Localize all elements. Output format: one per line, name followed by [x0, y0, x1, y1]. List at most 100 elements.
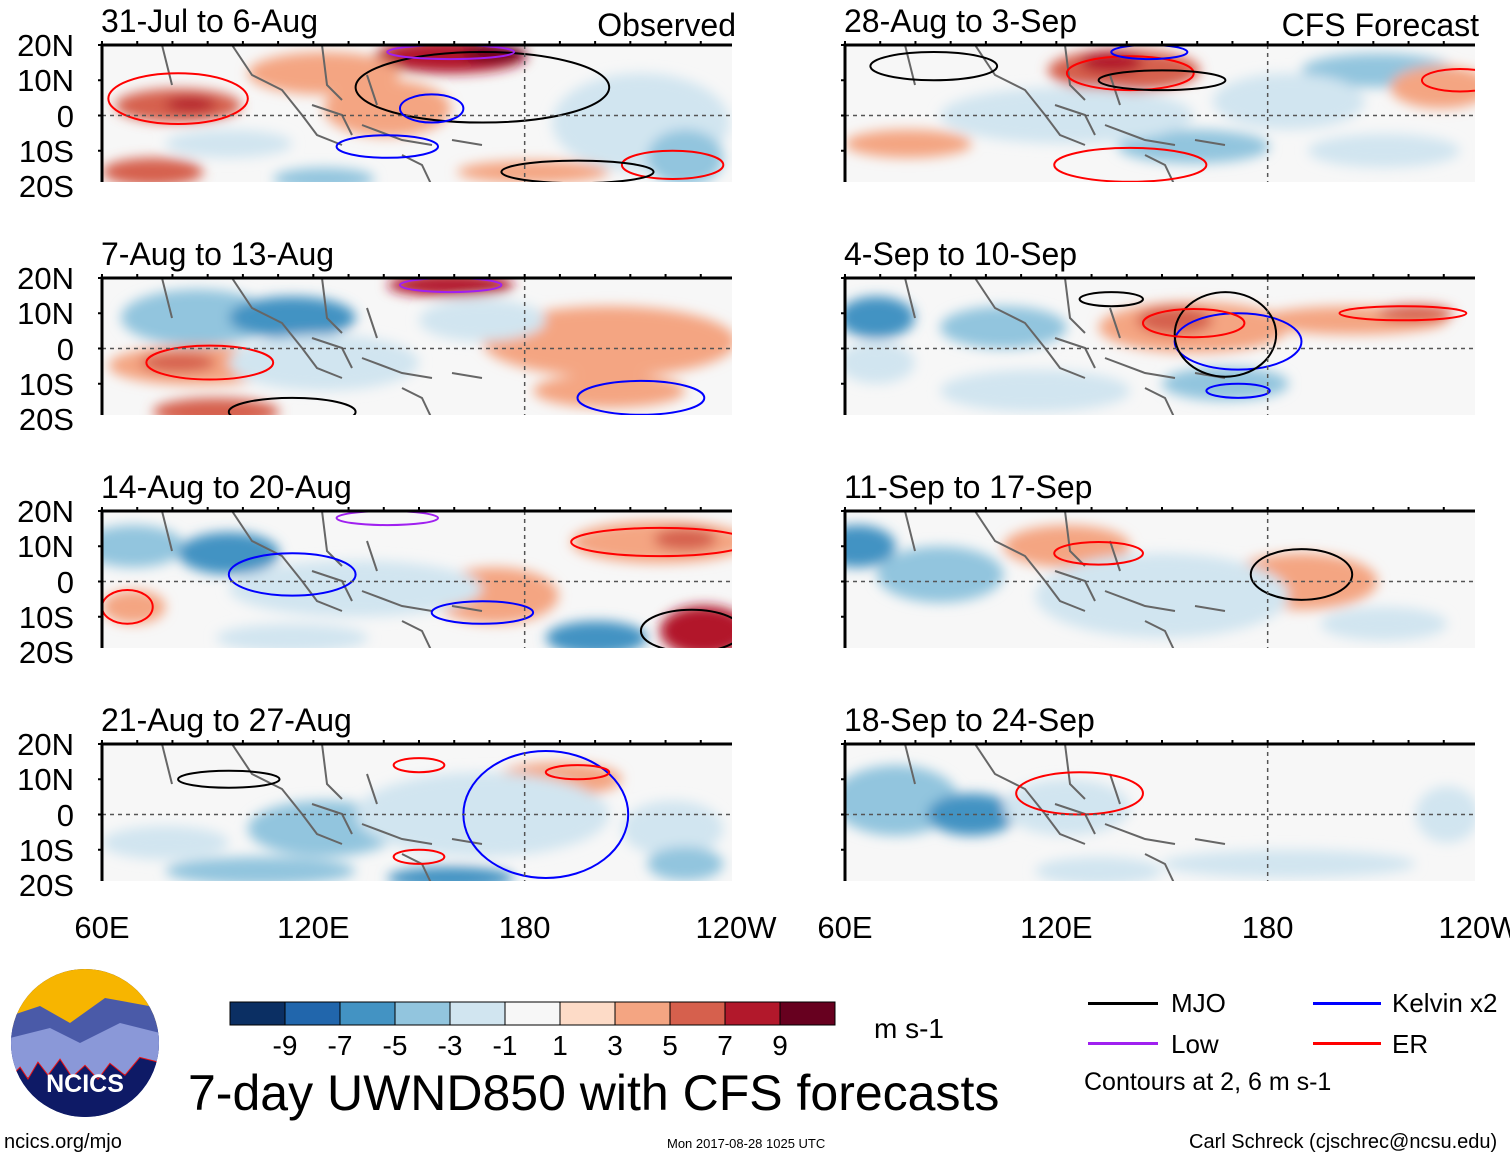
colorbar-tick-label: 3 — [607, 1030, 623, 1061]
wind-anomaly-region — [845, 525, 896, 568]
colorbar-tick-label: 1 — [552, 1030, 568, 1061]
map-panel — [98, 274, 732, 415]
wind-anomaly-region — [940, 87, 1194, 144]
wave-contour — [392, 757, 446, 774]
y-tick-label: 0 — [56, 98, 74, 134]
wave-contour — [392, 848, 446, 865]
panel-title: 31-Jul to 6-Aug — [101, 3, 319, 39]
colorbar-swatch — [559, 1001, 616, 1026]
colorbar-swatch — [779, 1001, 836, 1026]
colorbar — [229, 1001, 836, 1026]
x-tick-label: 120W — [695, 910, 777, 945]
wind-anomaly-region — [940, 306, 1067, 349]
legend-line-mjo — [1088, 1002, 1158, 1005]
x-tick-label: 180 — [1241, 910, 1294, 945]
y-tick-label: 0 — [56, 564, 74, 600]
map-panel — [98, 41, 732, 182]
wave-contour — [1110, 45, 1189, 61]
y-tick-label: 10S — [18, 133, 74, 169]
colorbar-swatch — [284, 1001, 341, 1026]
wind-anomaly-region — [165, 97, 217, 112]
colorbar-swatch — [669, 1001, 726, 1026]
y-tick-label: 20N — [17, 261, 74, 296]
wave-contour — [145, 344, 275, 381]
panel-title: 21-Aug to 27-Aug — [101, 702, 352, 738]
wave-contour — [227, 396, 357, 415]
map-panel — [841, 507, 1475, 648]
wind-anomaly-region — [1035, 856, 1162, 881]
wind-anomaly-region — [121, 289, 274, 346]
figure-title: 7-day UWND850 with CFS forecasts — [188, 1065, 1000, 1121]
legend-line-er — [1313, 1042, 1381, 1045]
panel-title: 11-Sep to 17-Sep — [844, 469, 1093, 505]
colorbar-tick-label: 7 — [717, 1030, 733, 1061]
footer-timestamp: Mon 2017-08-28 1025 UTC — [667, 1136, 826, 1151]
wind-anomaly-region — [102, 157, 204, 182]
y-tick-label: 0 — [56, 331, 74, 367]
legend-label-mjo: MJO — [1171, 988, 1226, 1018]
legend-label-er: ER — [1392, 1029, 1429, 1059]
logo-text: NCICS — [46, 1070, 124, 1098]
footer-url[interactable]: ncics.org/mjo — [4, 1131, 122, 1153]
y-tick-label: 10S — [18, 599, 74, 635]
wave-contour — [1205, 382, 1271, 399]
wind-anomaly-region — [1320, 606, 1448, 641]
wind-anomaly-region — [165, 129, 293, 158]
wind-anomaly-region — [387, 866, 515, 881]
wave-contour — [1078, 291, 1144, 308]
panel-title: 28-Aug to 3-Sep — [844, 3, 1078, 39]
wave-contour — [354, 51, 611, 124]
wave-contour — [620, 149, 725, 180]
contour-note: Contours at 2, 6 m s-1 — [1084, 1068, 1332, 1096]
wind-anomaly-region — [927, 793, 1017, 836]
colorbar-tick-label: 5 — [662, 1030, 678, 1061]
wave-contour — [102, 588, 154, 625]
wind-anomaly-region — [1035, 553, 1289, 638]
x-tick-label: 120E — [277, 910, 350, 945]
wind-anomaly-region — [845, 341, 915, 384]
x-tick-label: 60E — [74, 910, 130, 945]
wave-contour — [1338, 305, 1468, 322]
y-tick-label: 20S — [18, 402, 74, 437]
wave-contour — [576, 379, 706, 415]
wave-contour — [1141, 308, 1246, 339]
y-tick-label: 10S — [18, 832, 74, 868]
wind-anomaly-region — [545, 620, 648, 648]
wind-anomaly-region — [228, 296, 356, 339]
wave-contour — [430, 600, 535, 625]
colorbar-swatch — [724, 1001, 781, 1026]
colorbar-swatch — [339, 1001, 396, 1026]
colorbar-tick-label: 9 — [772, 1030, 788, 1061]
wind-anomaly-region — [165, 856, 356, 881]
wind-anomaly-region — [659, 605, 732, 648]
ncics-logo: NCICS — [11, 969, 159, 1117]
wind-anomaly-region — [653, 527, 717, 551]
y-tick-label: 20S — [18, 635, 74, 670]
wind-anomaly-region — [647, 129, 724, 182]
wave-contour — [107, 72, 249, 125]
x-tick-label: 120E — [1020, 910, 1093, 945]
wind-anomaly-region — [1162, 849, 1416, 878]
wind-anomaly-region — [228, 560, 483, 617]
wave-contour — [639, 608, 732, 648]
wave-contour — [398, 93, 465, 124]
wave-contour — [386, 45, 516, 61]
wind-anomaly-region — [228, 334, 419, 391]
wave-contour — [544, 764, 611, 781]
wave-contour — [227, 552, 357, 597]
y-tick-label: 20S — [18, 169, 74, 204]
y-tick-label: 10S — [18, 366, 74, 402]
wave-contour — [335, 511, 440, 527]
colorbar-swatch — [394, 1001, 451, 1026]
map-panel — [98, 740, 732, 881]
panel-title: 14-Aug to 20-Aug — [101, 469, 352, 505]
map-panel — [98, 507, 732, 648]
wave-contour — [500, 159, 655, 182]
wind-anomaly-region — [845, 129, 972, 158]
wind-anomaly-region — [940, 369, 1131, 412]
wind-anomaly-region — [1307, 133, 1460, 168]
colorbar-tick-label: -7 — [327, 1030, 353, 1061]
colorbar-tick-label: -3 — [437, 1030, 463, 1061]
wind-anomaly-region — [647, 846, 724, 881]
